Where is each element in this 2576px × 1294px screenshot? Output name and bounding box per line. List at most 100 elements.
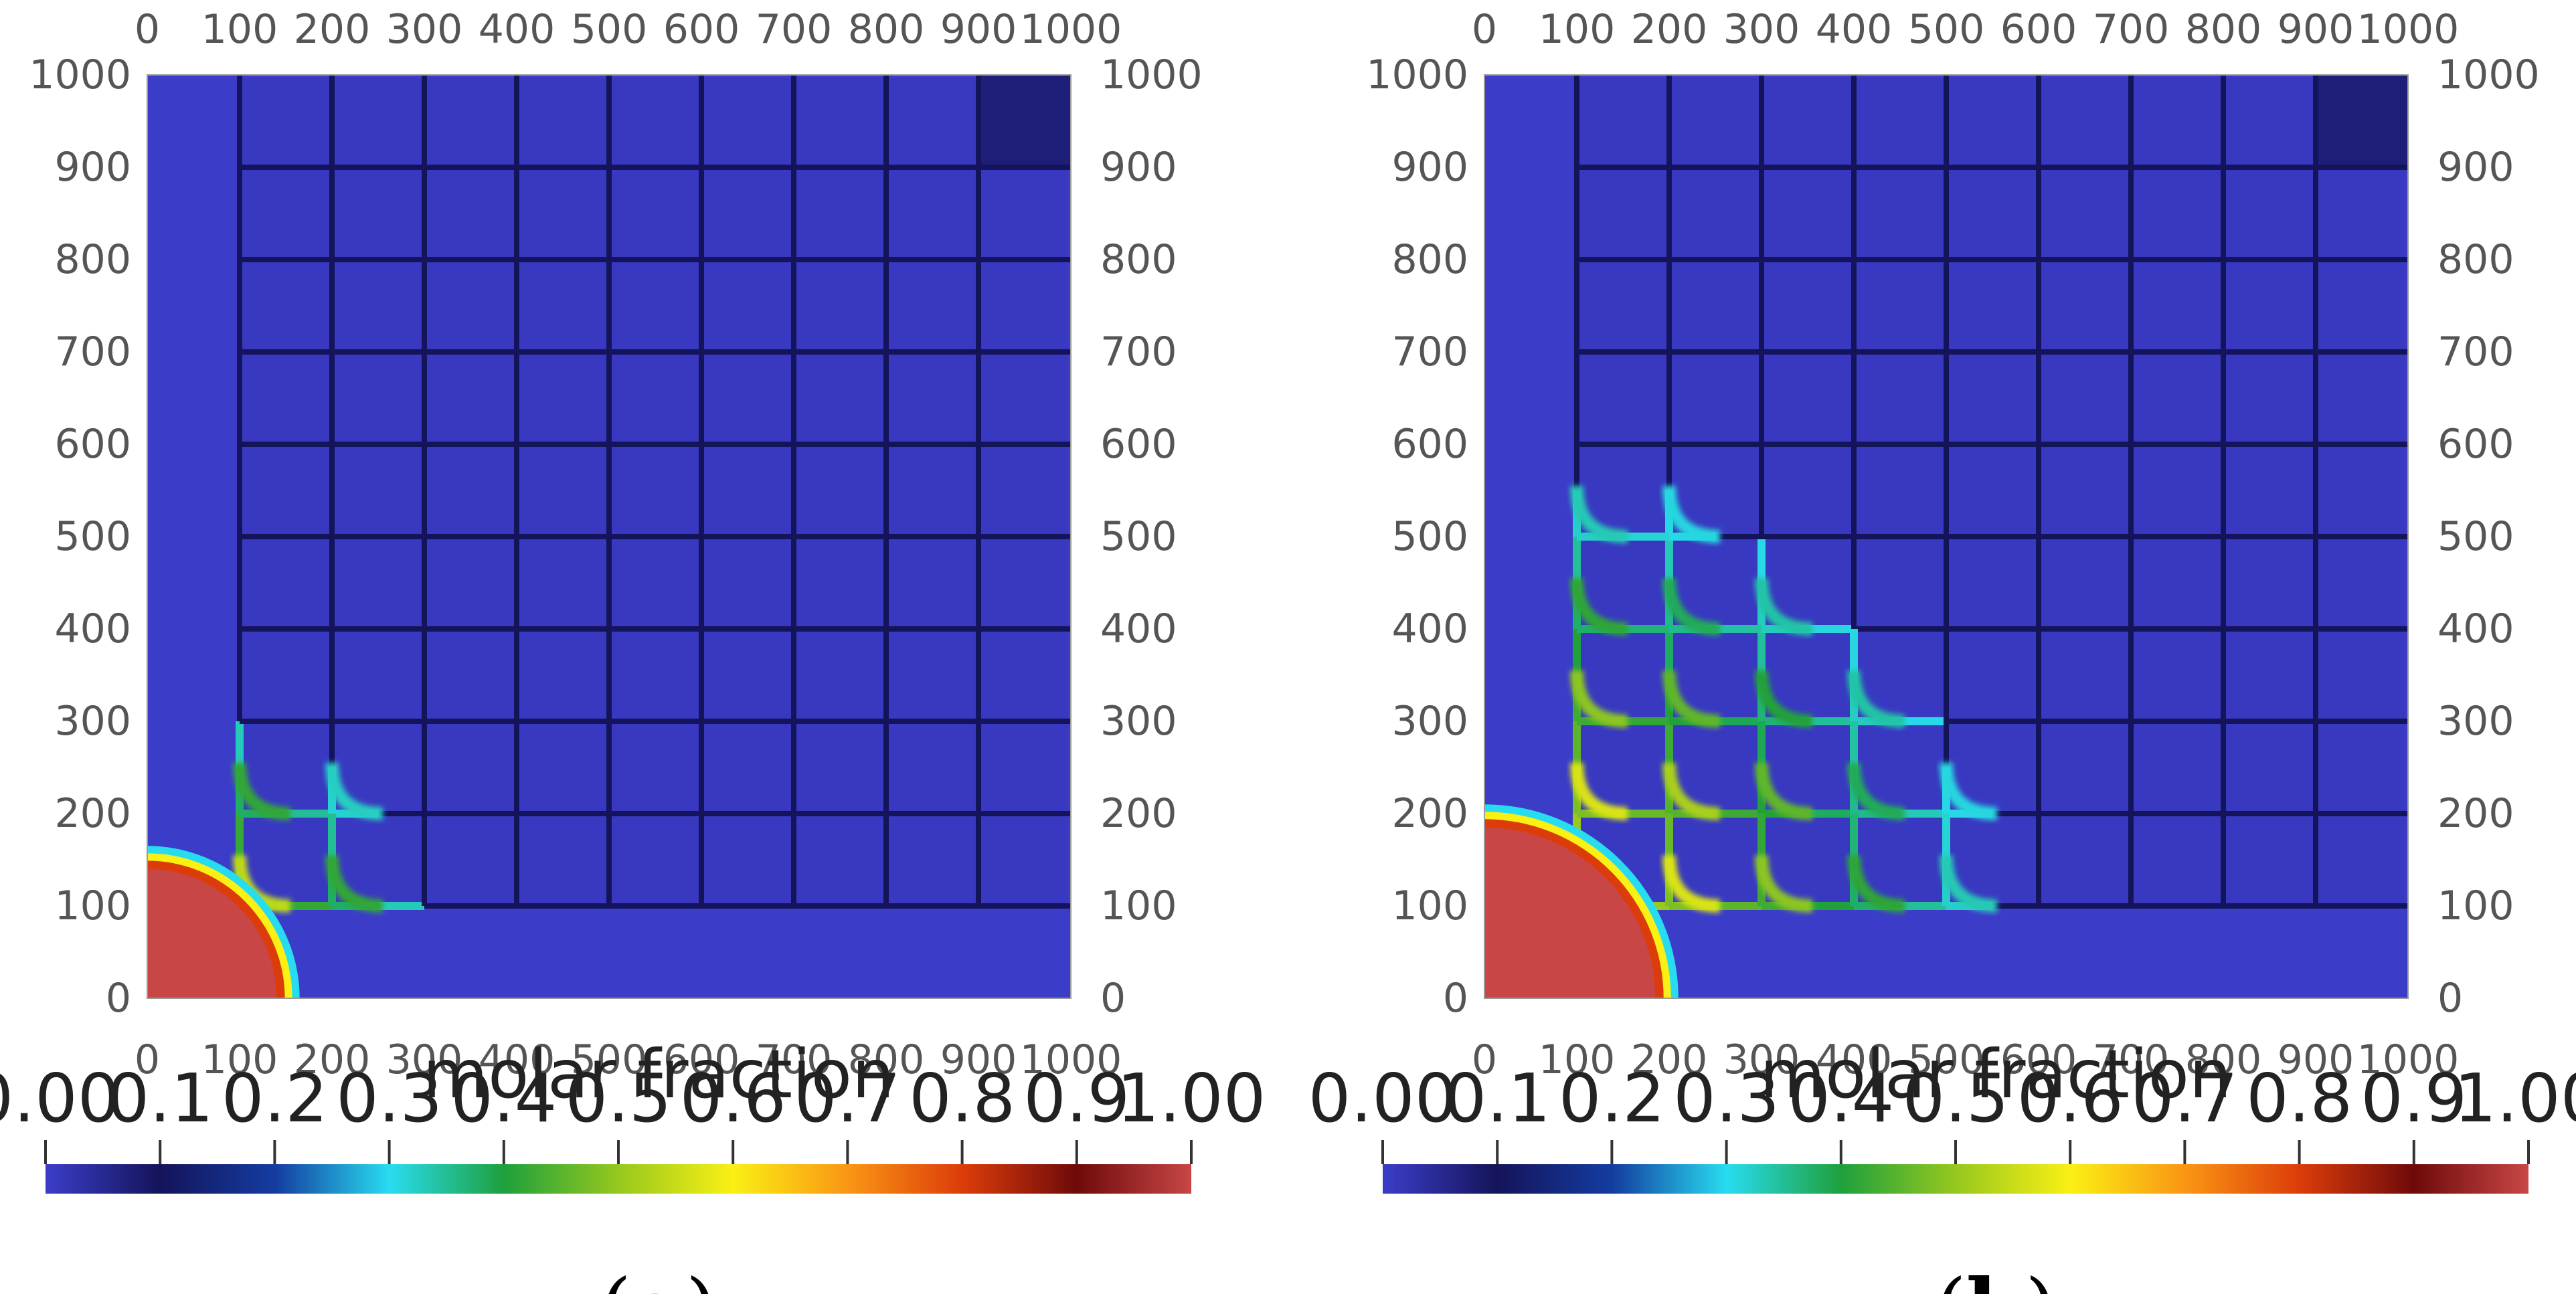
corner-front xyxy=(1662,670,1721,728)
y-tick-label-left: 600 xyxy=(1391,421,1468,468)
y-tick-label-left: 200 xyxy=(54,790,131,837)
grid-cell xyxy=(427,78,514,165)
y-tick-label-right: 900 xyxy=(2437,144,2514,191)
y-tick-label-left: 300 xyxy=(1391,698,1468,745)
x-tick-label-bottom: 200 xyxy=(1631,1036,1708,1083)
corner-front xyxy=(1662,577,1721,636)
grid-cell xyxy=(2134,632,2221,719)
y-tick-label-left: 600 xyxy=(54,421,131,468)
y-tick-label-right: 500 xyxy=(1100,513,1177,560)
grid-cell xyxy=(704,355,791,442)
colorbar xyxy=(1383,1164,2528,1194)
y-tick-label-right: 0 xyxy=(2437,975,2463,1022)
y-tick-label-right: 700 xyxy=(1100,329,1177,375)
grid-cell xyxy=(1764,262,1851,349)
y-tick-label-right: 100 xyxy=(2437,883,2514,929)
grid-cell xyxy=(2041,816,2128,903)
panel-b: 0 0 100 100 200 200 300 300 400 400 500 500 600 600 70… xyxy=(1308,0,2576,1294)
grid-cell xyxy=(519,355,606,442)
y-tick-label-left: 500 xyxy=(54,513,131,560)
grid-cell xyxy=(981,724,1068,811)
x-tick-label-bottom: 300 xyxy=(386,1036,463,1083)
x-tick-label-bottom: 800 xyxy=(848,1036,925,1083)
grid-cell xyxy=(242,539,329,626)
grid-cell xyxy=(2134,262,2221,349)
grid-cell xyxy=(2041,78,2128,165)
panel-content: 0010010020020030030040040050050060060070… xyxy=(0,6,1266,1294)
grid-cell xyxy=(2041,355,2128,442)
corner-front xyxy=(1570,577,1628,636)
corner-front xyxy=(1847,854,1905,913)
grid-cell xyxy=(335,170,422,257)
y-tick-label-right: 600 xyxy=(2437,421,2514,468)
grid-cell xyxy=(612,78,699,165)
heatmap-figure-b: 0010010020020030030040040050050060060070… xyxy=(1308,6,2576,1294)
grid-cell xyxy=(1949,355,2036,442)
colorbar-tick-label: 0.4 xyxy=(1788,1059,1894,1137)
colorbar-tick-label: 0.7 xyxy=(794,1059,901,1137)
grid-cell xyxy=(519,78,606,165)
colorbar-tick-label: 0.1 xyxy=(1444,1059,1551,1137)
y-tick-label-left: 800 xyxy=(54,236,131,283)
grid-cell xyxy=(2041,632,2128,719)
grid-cell xyxy=(2041,539,2128,626)
colorbar-tick-label: 0.00 xyxy=(1308,1059,1458,1137)
x-tick-label-bottom: 300 xyxy=(1723,1036,1800,1083)
corner-front xyxy=(1755,854,1813,913)
grid-cell xyxy=(335,632,422,719)
y-tick-label-left: 100 xyxy=(1391,883,1468,929)
grid-cell xyxy=(427,355,514,442)
grid-cell xyxy=(335,78,422,165)
y-tick-label-right: 800 xyxy=(1100,236,1177,283)
y-tick-label-right: 900 xyxy=(1100,144,1177,191)
grid-cell xyxy=(981,170,1068,257)
grid-cell xyxy=(981,262,1068,349)
grid-cell xyxy=(704,632,791,719)
x-tick-label-top: 1000 xyxy=(1020,6,1122,53)
grid-cell xyxy=(612,724,699,811)
y-tick-label-left: 1000 xyxy=(29,52,131,98)
grid-cell xyxy=(796,447,883,534)
grid-cell xyxy=(2041,724,2128,811)
grid-cell xyxy=(242,78,329,165)
grid-cell xyxy=(796,262,883,349)
x-tick-label-top: 700 xyxy=(756,6,833,53)
grid-cell xyxy=(2318,355,2405,442)
grid-cell xyxy=(1857,447,1944,534)
colorbar-tick-label: 0.4 xyxy=(450,1059,557,1137)
grid-cell xyxy=(704,262,791,349)
x-tick-label-top: 300 xyxy=(1723,6,1800,53)
y-tick-label-left: 500 xyxy=(1391,513,1468,560)
grid-cell xyxy=(2318,724,2405,811)
y-tick-label-right: 200 xyxy=(1100,790,1177,837)
corner-front xyxy=(325,762,383,820)
grid-cell xyxy=(796,632,883,719)
y-tick-label-right: 300 xyxy=(2437,698,2514,745)
corner-front xyxy=(1662,854,1721,913)
x-tick-label-top: 100 xyxy=(201,6,278,53)
grid-cell xyxy=(981,632,1068,719)
y-tick-label-left: 100 xyxy=(54,883,131,929)
grid-cell xyxy=(1764,355,1851,442)
grid-cell xyxy=(796,539,883,626)
grid-cell xyxy=(2134,816,2221,903)
heatmap-field xyxy=(147,75,1071,998)
grid-cell xyxy=(519,816,606,903)
grid-cell xyxy=(427,170,514,257)
grid-cell xyxy=(1949,447,2036,534)
grid-cell xyxy=(2134,78,2221,165)
grid-cell xyxy=(427,724,514,811)
x-tick-label-top: 500 xyxy=(1908,6,1985,53)
grid-cell xyxy=(1857,78,1944,165)
colorbar-tick-label: 0.2 xyxy=(222,1059,328,1137)
x-tick-label-bottom: 900 xyxy=(2278,1036,2354,1083)
grid-cell xyxy=(1949,262,2036,349)
colorbar-tick-label: 0.8 xyxy=(2246,1059,2352,1137)
heatmap-figure-a: 0010010020020030030040040050050060060070… xyxy=(0,6,1266,1294)
corner-front xyxy=(233,762,291,820)
y-tick-label-right: 1000 xyxy=(2437,52,2540,98)
x-tick-label-top: 800 xyxy=(2185,6,2262,53)
grid-cell xyxy=(1672,170,1759,257)
grid-cell xyxy=(242,447,329,534)
y-tick-label-left: 700 xyxy=(1391,329,1468,375)
